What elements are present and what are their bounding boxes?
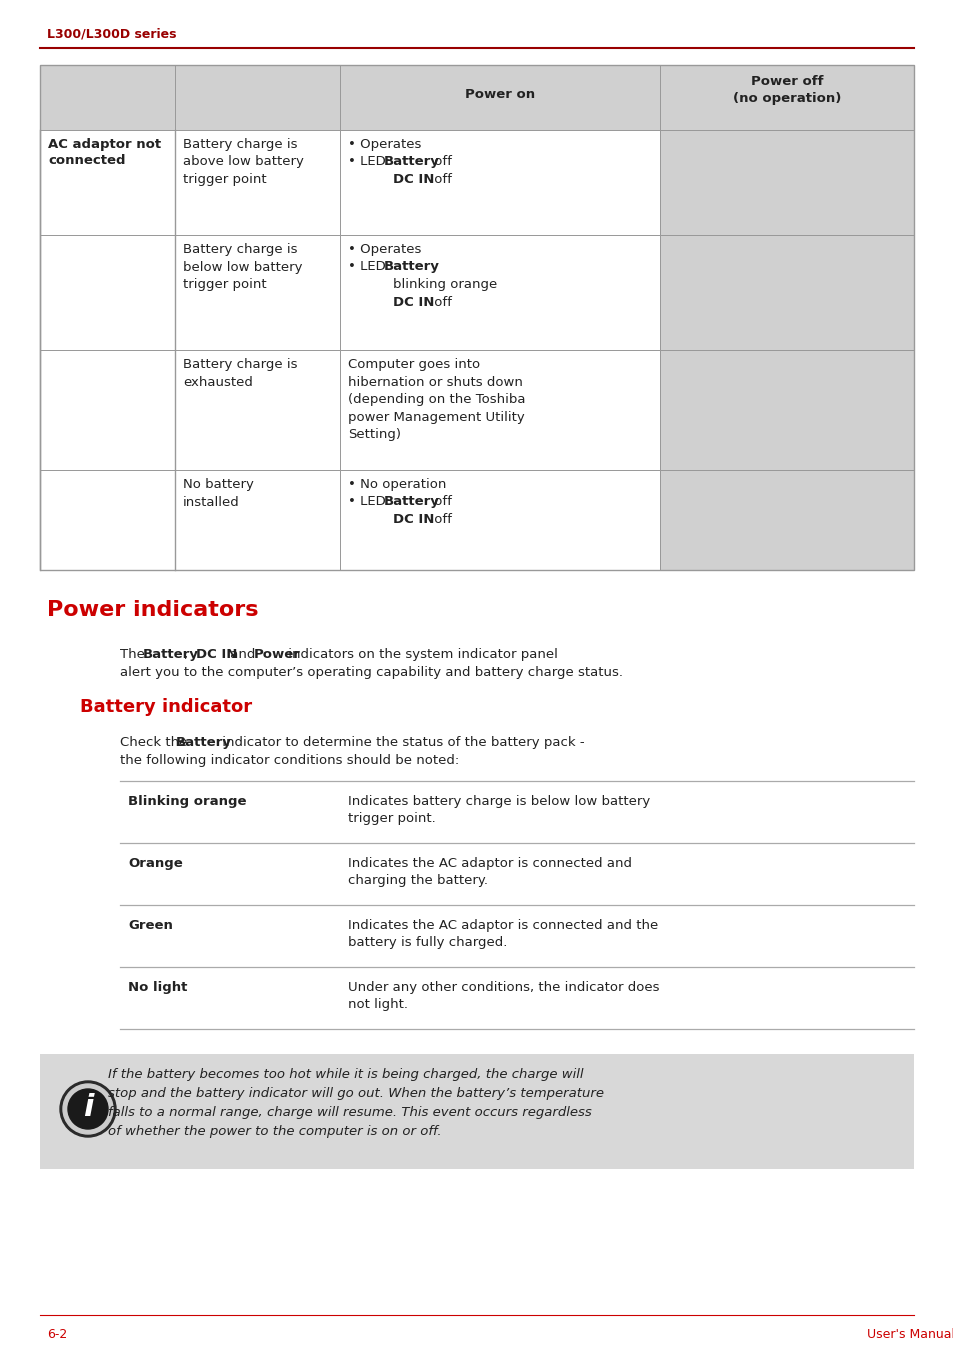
Text: Battery charge is
below low battery
trigger point: Battery charge is below low battery trig…	[183, 243, 302, 291]
Text: ,: ,	[184, 648, 193, 661]
Bar	[41, 352, 173, 469]
Bar	[40, 130, 174, 235]
Bar	[41, 470, 173, 569]
Text: off: off	[430, 512, 452, 526]
Text: i: i	[83, 1094, 93, 1122]
Text: Power indicators: Power indicators	[47, 600, 258, 621]
Bar	[40, 65, 913, 571]
Text: Battery: Battery	[142, 648, 198, 661]
Text: trigger point.: trigger point.	[348, 813, 436, 825]
Text: • Operates: • Operates	[348, 243, 421, 256]
Text: • Operates: • Operates	[348, 138, 421, 151]
Text: of whether the power to the computer is on or off.: of whether the power to the computer is …	[108, 1125, 441, 1138]
Text: DC IN: DC IN	[393, 173, 434, 187]
Text: 6-2: 6-2	[47, 1329, 67, 1341]
Circle shape	[60, 1082, 116, 1137]
Bar	[41, 237, 173, 349]
Text: off: off	[430, 155, 452, 168]
Text: • No operation: • No operation	[348, 479, 446, 491]
Text: Indicates the AC adaptor is connected and: Indicates the AC adaptor is connected an…	[348, 857, 631, 869]
Bar	[339, 470, 659, 571]
Bar	[659, 350, 913, 470]
Bar	[339, 350, 659, 470]
Text: Battery charge is
exhausted: Battery charge is exhausted	[183, 358, 297, 388]
Bar	[174, 470, 339, 571]
Text: Battery: Battery	[384, 260, 439, 273]
Text: Under any other conditions, the indicator does: Under any other conditions, the indicato…	[348, 982, 659, 994]
Text: If the battery becomes too hot while it is being charged, the charge will: If the battery becomes too hot while it …	[108, 1068, 583, 1082]
Text: L300/L300D series: L300/L300D series	[47, 27, 176, 41]
Text: falls to a normal range, charge will resume. This event occurs regardless: falls to a normal range, charge will res…	[108, 1106, 591, 1119]
Text: Battery: Battery	[175, 735, 232, 749]
FancyBboxPatch shape	[40, 1055, 913, 1169]
Bar	[659, 235, 913, 350]
Text: the following indicator conditions should be noted:: the following indicator conditions shoul…	[120, 754, 458, 767]
Bar	[659, 470, 913, 571]
Text: and: and	[225, 648, 259, 661]
Text: Computer goes into
hibernation or shuts down
(depending on the Toshiba
power Man: Computer goes into hibernation or shuts …	[348, 358, 525, 441]
Text: Battery: Battery	[384, 495, 439, 508]
Text: battery is fully charged.: battery is fully charged.	[348, 936, 507, 949]
Text: charging the battery.: charging the battery.	[348, 873, 488, 887]
Text: DC IN: DC IN	[393, 512, 434, 526]
Text: Check the: Check the	[120, 735, 192, 749]
Text: indicators on the system indicator panel: indicators on the system indicator panel	[283, 648, 557, 661]
Text: DC IN: DC IN	[393, 296, 434, 310]
Bar	[174, 235, 339, 350]
Text: Indicates battery charge is below low battery: Indicates battery charge is below low ba…	[348, 795, 650, 808]
Text: connected: connected	[48, 154, 126, 168]
Text: not light.: not light.	[348, 998, 408, 1011]
Text: Battery charge is
above low battery
trigger point: Battery charge is above low battery trig…	[183, 138, 304, 187]
Text: No light: No light	[128, 982, 187, 994]
Text: AC adaptor not: AC adaptor not	[48, 138, 161, 151]
Circle shape	[63, 1084, 112, 1134]
Text: Green: Green	[128, 919, 172, 932]
Text: stop and the battery indicator will go out. When the battery’s temperature: stop and the battery indicator will go o…	[108, 1087, 603, 1101]
Text: off: off	[430, 173, 452, 187]
Text: off: off	[430, 495, 452, 508]
Text: The: The	[120, 648, 149, 661]
Text: alert you to the computer’s operating capability and battery charge status.: alert you to the computer’s operating ca…	[120, 667, 622, 679]
Text: • LED:: • LED:	[348, 260, 394, 273]
Bar	[659, 130, 913, 235]
Bar	[339, 130, 659, 235]
Text: Power off
(no operation): Power off (no operation)	[732, 74, 841, 104]
Text: Blinking orange: Blinking orange	[128, 795, 246, 808]
Text: • LED:: • LED:	[348, 155, 394, 168]
Bar	[40, 65, 913, 130]
Text: indicator to determine the status of the battery pack -: indicator to determine the status of the…	[218, 735, 584, 749]
Text: • LED:: • LED:	[348, 495, 394, 508]
Text: Orange: Orange	[128, 857, 183, 869]
Bar	[40, 350, 174, 470]
Text: Power: Power	[253, 648, 300, 661]
Text: DC IN: DC IN	[195, 648, 236, 661]
Text: Battery indicator: Battery indicator	[80, 698, 252, 717]
Text: Indicates the AC adaptor is connected and the: Indicates the AC adaptor is connected an…	[348, 919, 658, 932]
Bar	[339, 235, 659, 350]
Text: off: off	[430, 296, 452, 310]
Bar	[40, 235, 174, 350]
Bar	[40, 470, 174, 571]
Text: User's Manual: User's Manual	[866, 1329, 953, 1341]
Text: Battery: Battery	[384, 155, 439, 168]
Bar	[174, 130, 339, 235]
Circle shape	[68, 1088, 108, 1129]
Bar	[174, 350, 339, 470]
Text: blinking orange: blinking orange	[393, 279, 497, 291]
Text: No battery
installed: No battery installed	[183, 479, 253, 508]
Text: Power on: Power on	[464, 88, 535, 101]
